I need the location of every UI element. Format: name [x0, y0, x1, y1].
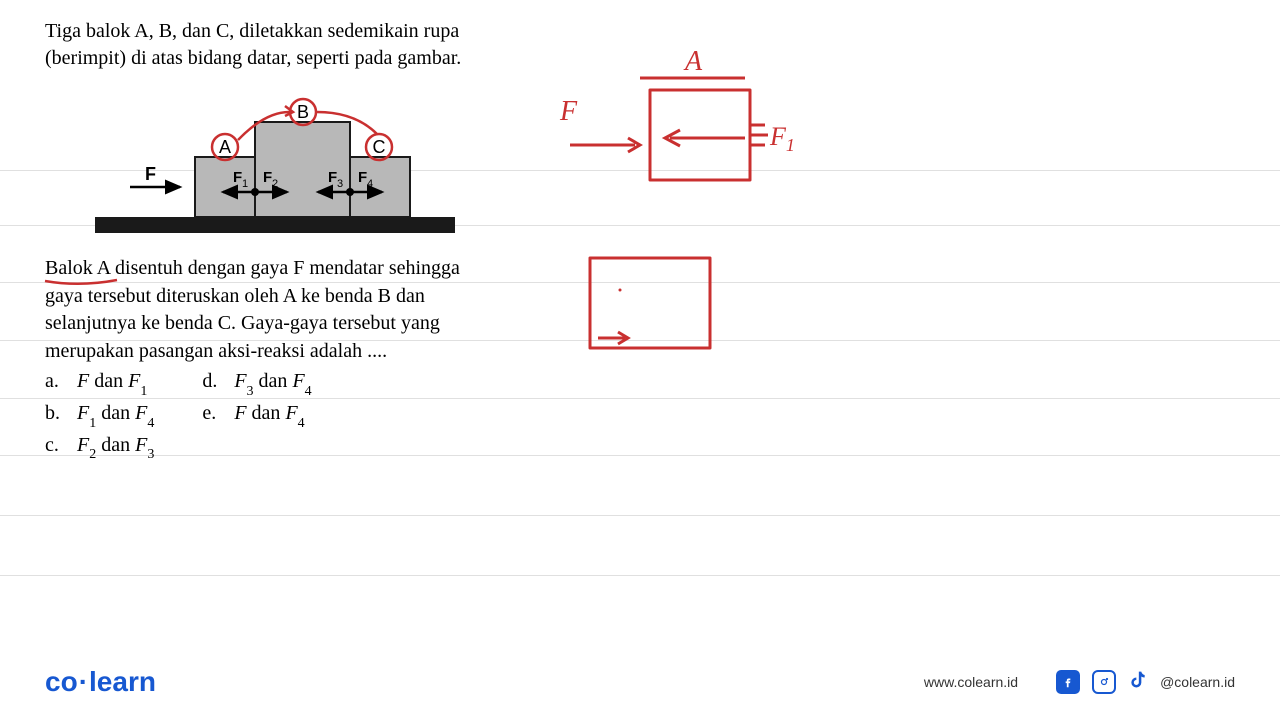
option-e-text: F dan F4	[234, 399, 304, 431]
handdrawn-annotations: A F F1	[550, 40, 880, 380]
problem-content: Tiga balok A, B, dan C, diletakkan sedem…	[45, 18, 525, 462]
body-line2: gaya tersebut diteruskan oleh A ke benda…	[45, 285, 425, 307]
option-c-text: F2 dan F3	[77, 431, 154, 463]
svg-text:F: F	[358, 169, 367, 186]
label-C: C	[373, 137, 386, 157]
body-line3: selanjutnya ke benda C. Gaya-gaya terseb…	[45, 312, 440, 334]
blocks-diagram: A B C F F 1 F	[45, 82, 475, 242]
option-a: a. F dan F1	[45, 367, 154, 399]
svg-text:F: F	[328, 169, 337, 186]
problem-intro: Tiga balok A, B, dan C, diletakkan sedem…	[45, 18, 525, 72]
svg-text:F: F	[263, 169, 272, 186]
label-B: B	[297, 102, 309, 122]
logo: co·learn	[45, 666, 156, 698]
options: a. F dan F1 b. F1 dan F4 c. F2 dan F3 d.…	[45, 367, 525, 462]
option-d: d. F3 dan F4	[202, 367, 311, 399]
svg-text:4: 4	[367, 178, 373, 190]
option-b: b. F1 dan F4	[45, 399, 154, 431]
instagram-icon[interactable]	[1092, 670, 1116, 694]
footer: co·learn www.colearn.id @colearn.id	[0, 666, 1280, 698]
option-e: e. F dan F4	[202, 399, 311, 431]
svg-text:1: 1	[242, 178, 248, 190]
intro-line2: (berimpit) di atas bidang datar, seperti…	[45, 47, 461, 69]
svg-text:F: F	[559, 96, 578, 127]
label-A: A	[219, 137, 231, 157]
website-url: www.colearn.id	[924, 674, 1018, 690]
svg-text:F1: F1	[769, 122, 795, 155]
svg-text:F: F	[233, 169, 242, 186]
option-b-text: F1 dan F4	[77, 399, 154, 431]
option-d-text: F3 dan F4	[234, 367, 311, 399]
body-line4: merupakan pasangan aksi-reaksi adalah ..…	[45, 340, 387, 362]
problem-body: Balok A disentuh dengan gaya F mendatar …	[45, 255, 525, 365]
svg-text:A: A	[683, 46, 703, 77]
facebook-icon[interactable]	[1056, 670, 1080, 694]
tiktok-icon[interactable]	[1128, 669, 1148, 696]
option-a-text: F dan F1	[77, 367, 147, 399]
option-c: c. F2 dan F3	[45, 431, 154, 463]
svg-text:3: 3	[337, 178, 343, 190]
svg-text:2: 2	[272, 178, 278, 190]
body-line1: Balok A disentuh dengan gaya F mendatar …	[45, 257, 460, 279]
social-handle: @colearn.id	[1160, 674, 1235, 690]
intro-line1: Tiga balok A, B, dan C, diletakkan sedem…	[45, 20, 459, 42]
label-F: F	[145, 164, 156, 184]
